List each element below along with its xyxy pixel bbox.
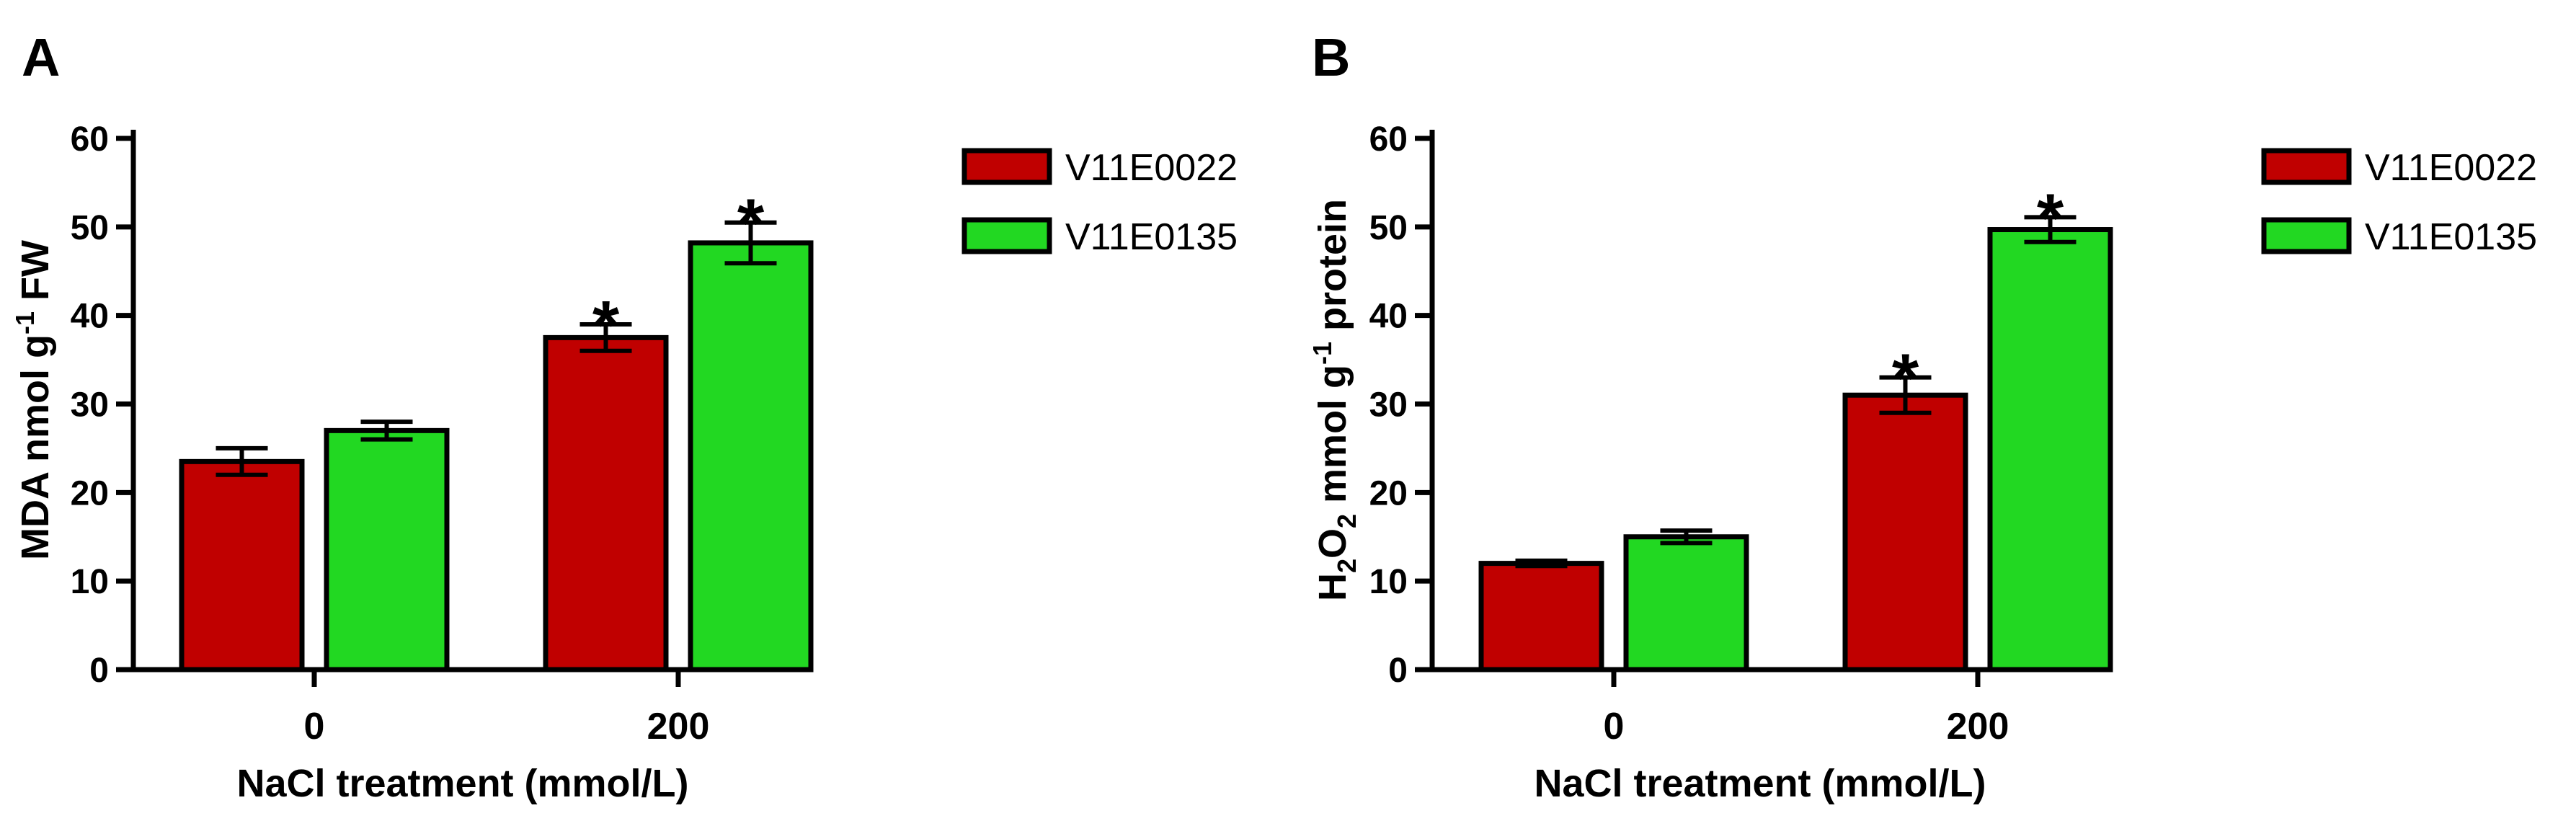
panel-b-error-bar-v11e0135-200 <box>2024 215 2077 244</box>
panel-b-y-tick-label: 60 <box>1369 120 1408 159</box>
panel-b-x-ticks: 0 200 <box>1604 670 2009 747</box>
panel-a-error-bar-v11e0135-200 <box>724 220 777 266</box>
panel-b-legend-item-v11e0135: V11E0135 <box>2261 216 2537 258</box>
panel-a-x-tick-label: 200 <box>647 706 710 747</box>
panel-b-x-tick-label: 200 <box>1947 706 2009 747</box>
panel-b-significance-v11e0135-200: * <box>2037 179 2064 257</box>
panel-b-significance-v11e0022-200: * <box>1892 340 1919 417</box>
panel-a-x-axis-title: NaCl treatment (mmol/L) <box>236 762 688 805</box>
panel-a-legend-item-v11e0022: V11E0022 <box>961 147 1238 189</box>
panel-a-y-tick-label: 60 <box>71 120 109 159</box>
panel-a-legend: V11E0022 V11E0135 <box>961 147 1238 258</box>
panel-a-significance-v11e0135-200: * <box>737 185 765 262</box>
panel-b-error-bar-v11e0022-0 <box>1515 558 1568 569</box>
panel-a-bar-v11e0135-0 <box>324 427 450 672</box>
panel-b-y-axis-title: H2O2 mmol g-1 protein <box>1307 199 1362 601</box>
panel-a-y-tick-label: 0 <box>89 652 109 690</box>
panel-a-bars <box>179 240 814 672</box>
panel-a-error-bar-v11e0135-0 <box>360 420 413 442</box>
panel-a-x-tick-label: 0 <box>304 706 325 747</box>
panel-a-error-bar-v11e0022-200 <box>579 321 632 353</box>
panel-b-bars <box>1478 227 2113 672</box>
panel-a-legend-item-v11e0135: V11E0135 <box>961 216 1238 258</box>
panel-b-x-tick-label: 0 <box>1604 706 1625 747</box>
panel-a-legend-swatch-v11e0022 <box>961 148 1052 185</box>
panel-b-y-ticks: 0 10 20 30 40 50 60 <box>1369 120 1432 690</box>
panel-b-legend-item-v11e0022: V11E0022 <box>2261 147 2537 189</box>
panel-a-y-ticks: 0 10 20 30 40 50 60 <box>71 120 133 690</box>
panel-b-error-bar-v11e0135-0 <box>1660 528 1713 546</box>
panel-b-bar-v11e0022-200 <box>1842 392 1968 672</box>
panel-b-y-tick-label: 20 <box>1369 474 1408 512</box>
panel-a-significance-marks: ** <box>592 185 765 364</box>
panel-b-legend-swatch-v11e0135 <box>2261 217 2352 254</box>
panel-a-bar-v11e0135-200 <box>688 240 814 672</box>
panel-a-significance-v11e0022-200: * <box>592 287 620 364</box>
panel-a-y-tick-label: 20 <box>71 474 109 512</box>
panel-a-legend-label-v11e0022: V11E0022 <box>1065 147 1238 189</box>
panel-b-legend-label-v11e0022: V11E0022 <box>2365 147 2537 189</box>
panel-a-error-bar-v11e0022-0 <box>216 445 268 477</box>
panel-a-error-bars <box>216 220 777 477</box>
panel-b-bar-v11e0022-0 <box>1478 561 1604 672</box>
panel-a-y-tick-label: 10 <box>71 563 109 601</box>
panel-a-x-ticks: 0 200 <box>304 670 710 747</box>
panel-b-y-tick-label: 30 <box>1369 386 1408 425</box>
panel-a-bar-v11e0022-200 <box>543 334 669 672</box>
panel-a-bar-v11e0022-0 <box>179 458 305 672</box>
panel-a-y-tick-label: 30 <box>71 386 109 425</box>
panel-a-y-axis-title: MDA nmol g-1 FW <box>10 240 57 560</box>
panel-b-significance-marks: ** <box>1892 179 2064 417</box>
panel-a-legend-swatch-v11e0135 <box>961 217 1052 254</box>
panel-a-legend-label-v11e0135: V11E0135 <box>1065 216 1238 258</box>
panel-b-bar-v11e0135-200 <box>1987 227 2113 672</box>
panel-b-bar-v11e0135-0 <box>1623 534 1749 672</box>
panel-b-y-tick-label: 0 <box>1388 652 1408 690</box>
panel-b-legend: V11E0022 V11E0135 <box>2261 147 2537 258</box>
panel-b-letter: B <box>1312 27 1350 87</box>
panel-b-y-tick-label: 10 <box>1369 563 1408 601</box>
panel-b-x-axis-title: NaCl treatment (mmol/L) <box>1534 762 1986 805</box>
panel-b-y-tick-label: 50 <box>1369 209 1408 247</box>
panel-a-y-tick-label: 40 <box>71 298 109 336</box>
panel-a-y-tick-label: 50 <box>71 209 109 247</box>
panel-b-error-bars <box>1515 215 2077 569</box>
panel-b-y-tick-label: 40 <box>1369 298 1408 336</box>
panel-b-legend-swatch-v11e0022 <box>2261 148 2352 185</box>
panel-b-error-bar-v11e0022-200 <box>1879 375 1932 415</box>
panel-a-letter: A <box>22 27 60 87</box>
panel-b-legend-label-v11e0135: V11E0135 <box>2365 216 2537 258</box>
